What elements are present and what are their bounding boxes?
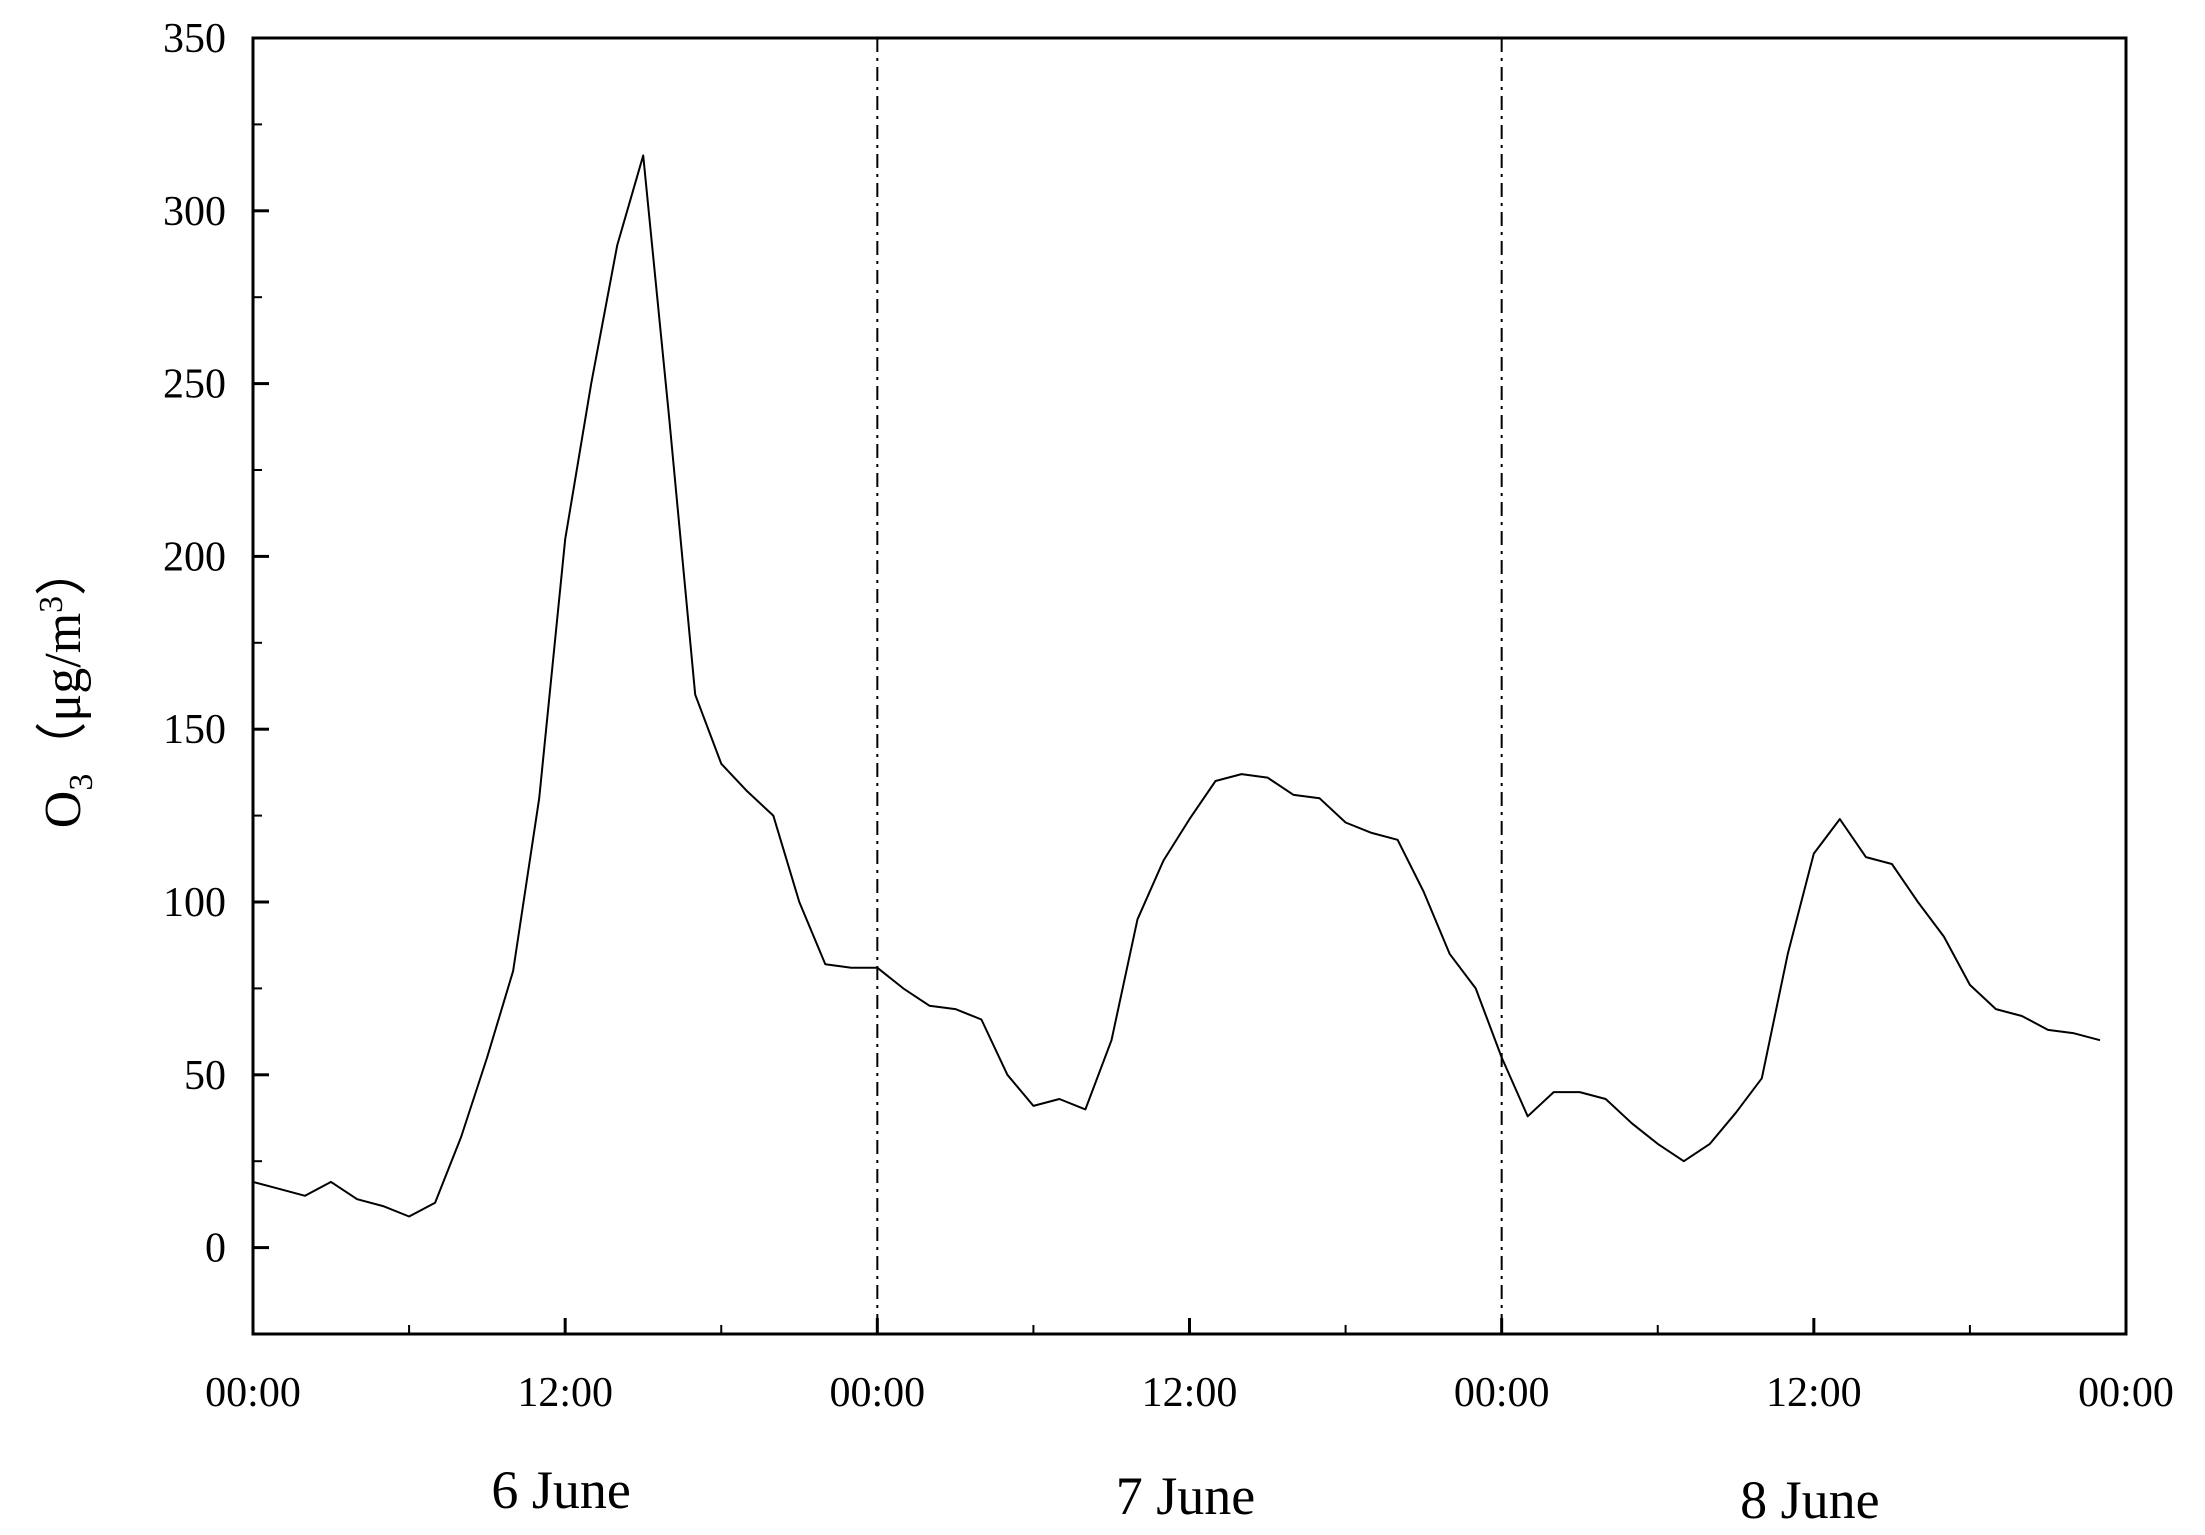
y-tick-label: 250 — [163, 362, 226, 408]
x-axis-ticks: 00:00 12:00 00:00 12:00 00:00 12:00 00:00 — [205, 1318, 2174, 1416]
y-tick-label: 200 — [163, 534, 226, 580]
day-label: 7 June — [1116, 1466, 1255, 1526]
x-tick-label: 00:00 — [205, 1370, 301, 1416]
y-tick-label: 350 — [163, 16, 226, 62]
o3-series-line — [252, 154, 2101, 1218]
x-tick-label: 12:00 — [1142, 1370, 1238, 1416]
y-axis-title-unit: μg/m — [35, 613, 92, 722]
plot-frame — [251, 36, 2128, 1336]
day-dividers — [876, 38, 1503, 1334]
day-label: 6 June — [491, 1460, 630, 1520]
y-tick-label: 0 — [205, 1226, 226, 1272]
x-tick-label: 12:00 — [1766, 1370, 1862, 1416]
y-axis-title: O3（μg/m3） — [33, 544, 100, 828]
y-axis-title-close-paren: ） — [35, 544, 92, 596]
day-label: 8 June — [1740, 1470, 1879, 1530]
x-tick-label: 12:00 — [517, 1370, 613, 1416]
x-tick-label: 00:00 — [2078, 1370, 2174, 1416]
y-tick-label: 50 — [184, 1053, 226, 1099]
y-axis-title-superscript: 3 — [33, 596, 70, 613]
y-axis-ticks: 0 50 100 150 200 250 300 350 — [163, 16, 269, 1335]
y-axis-title-open-paren: （ — [35, 722, 92, 774]
x-tick-label: 00:00 — [829, 1370, 925, 1416]
y-tick-label: 300 — [163, 189, 226, 235]
y-tick-label: 150 — [163, 707, 226, 753]
y-tick-label: 100 — [163, 880, 226, 926]
day-labels: 6 June 7 June 8 June — [491, 1460, 1879, 1530]
y-axis-title-species: O — [35, 791, 92, 829]
y-axis-title-subscript: 3 — [63, 774, 100, 791]
series-layer — [252, 154, 2101, 1218]
x-tick-label: 00:00 — [1454, 1370, 1550, 1416]
